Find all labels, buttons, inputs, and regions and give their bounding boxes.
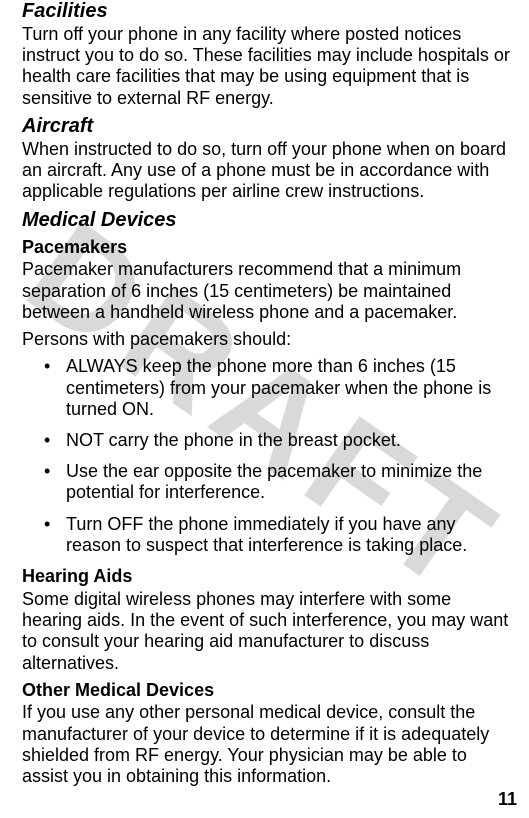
body-hearing-aids: Some digital wireless phones may interfe… <box>22 589 511 674</box>
subheading-pacemakers: Pacemakers <box>22 237 511 258</box>
page-content: Facilities Turn off your phone in any fa… <box>0 0 529 787</box>
body-pacemakers-1: Pacemaker manufacturers recommend that a… <box>22 259 511 323</box>
body-facilities: Turn off your phone in any facility wher… <box>22 24 511 109</box>
page-number: 11 <box>498 789 517 810</box>
body-aircraft: When instructed to do so, turn off your … <box>22 139 511 203</box>
heading-aircraft: Aircraft <box>22 115 511 137</box>
list-item: Turn OFF the phone immediately if you ha… <box>22 514 511 556</box>
body-other-medical: If you use any other personal medical de… <box>22 702 511 787</box>
list-item: ALWAYS keep the phone more than 6 inches… <box>22 356 511 420</box>
heading-medical-devices: Medical Devices <box>22 209 511 231</box>
pacemaker-bullet-list: ALWAYS keep the phone more than 6 inches… <box>22 356 511 556</box>
list-item: NOT carry the phone in the breast pocket… <box>22 430 511 451</box>
heading-facilities: Facilities <box>22 0 511 22</box>
subheading-hearing-aids: Hearing Aids <box>22 566 511 587</box>
subheading-other-medical: Other Medical Devices <box>22 680 511 701</box>
body-pacemakers-2: Persons with pacemakers should: <box>22 329 511 350</box>
list-item: Use the ear opposite the pacemaker to mi… <box>22 461 511 503</box>
